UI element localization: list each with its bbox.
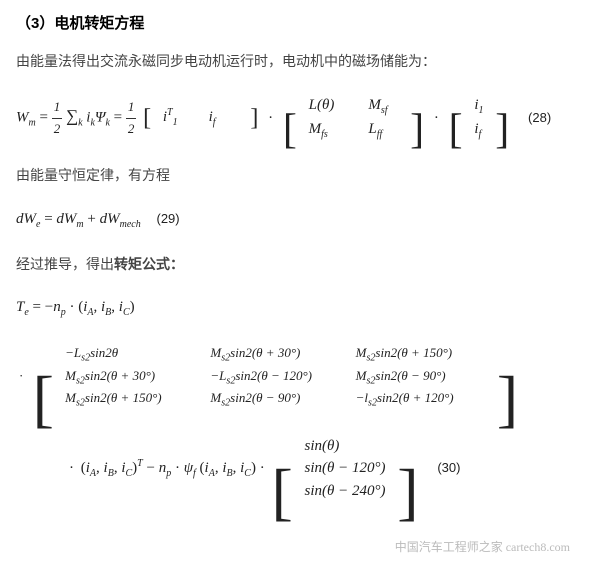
equation-torque-line3: · (iA, iB, iC)T − np · ψf (iA, iB, iC) ·… [66,433,590,505]
para-derive-pre: 经过推导，得出 [16,256,114,272]
col-vector-sin: [ sin(θ) sin(θ − 120°) sin(θ − 240°) ] [271,433,418,505]
equation-28: Wm = 12 ∑k ikΨk = 12 [ iT1 if ] · [ L(θ)… [16,92,590,144]
sym-Wm-sub: m [29,118,36,129]
eq-num-30: (30) [437,460,460,475]
row-vector-iT-if: [ iT1 if ] [143,103,258,133]
equation-torque-matrix: · [ −Ls2sin2θ Ms2sin2(θ + 30°) Ms2sin2(θ… [16,341,590,413]
eq-num-29: (29) [156,211,179,226]
para-derive-bold: 转矩公式： [114,256,184,272]
matrix-LM: [ L(θ) Msf Mfs Lff ] [283,92,424,144]
equation-29: dWe = dWm + dWmech (29) [16,207,590,233]
sym-eq: = [39,110,47,126]
sym-psik: Ψ [95,110,106,126]
dot-1: · [268,110,273,126]
sym-sum-sub: k [78,118,82,129]
watermark-text: 中国汽车工程师之家 cartech8.com [395,538,570,557]
para-derive: 经过推导，得出转矩公式： [16,253,590,275]
para-conservation: 由能量守恒定律，有方程 [16,164,590,186]
para-intro-1: 由能量法得出交流永磁同步电动机运行时，电动机中的磁场储能为： [16,50,590,72]
col-vector-i1-if: [ i1 if ] [449,92,510,144]
sym-eq2: = [114,110,122,126]
equation-torque-line1: Te = −np · (iA, iB, iC) [16,295,590,321]
section-heading: （3）电机转矩方程 [16,12,590,36]
dot-2: · [434,110,439,126]
frac-half-b: 12 [126,97,137,140]
eq-num-28: (28) [528,110,551,125]
frac-half-a: 12 [52,97,63,140]
sym-sum: ∑ [66,107,78,126]
sym-Wm-W: W [16,110,29,126]
matrix-3x3: [ −Ls2sin2θ Ms2sin2(θ + 30°) Ms2sin2(θ +… [33,341,519,413]
